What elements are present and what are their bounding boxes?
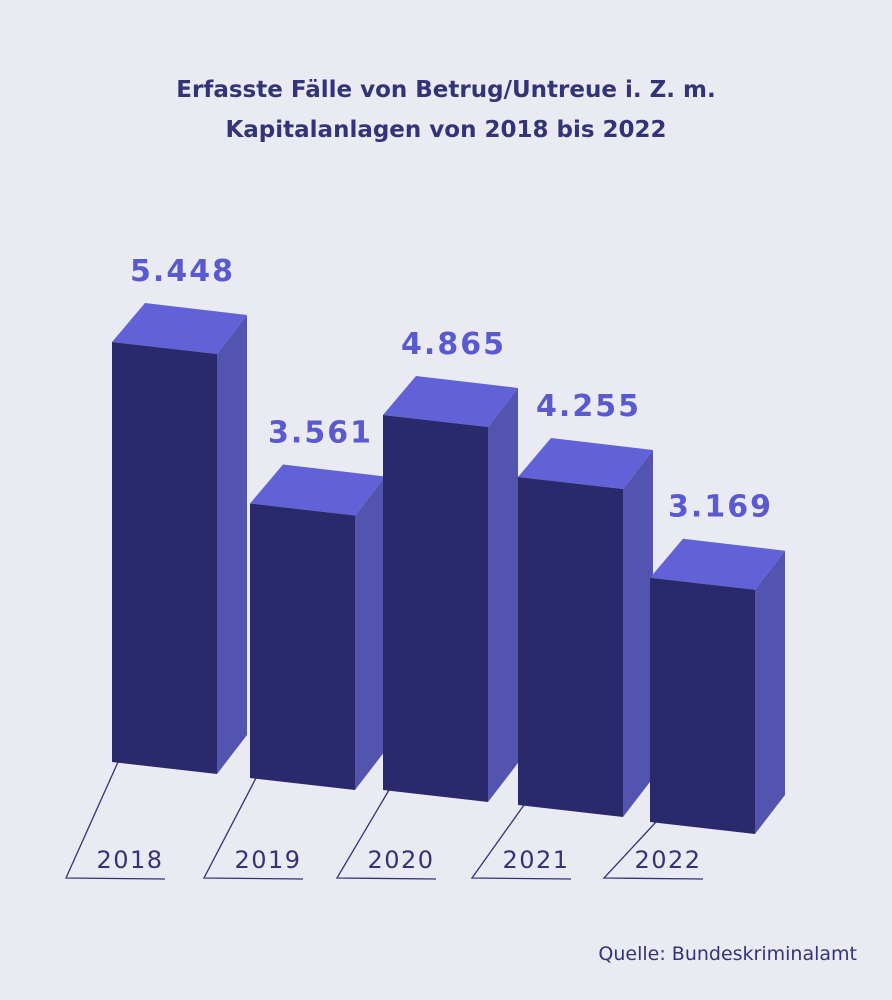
- value-label: 4.255: [536, 389, 641, 424]
- year-plate: [602, 821, 704, 880]
- bar-front: [650, 577, 755, 834]
- value-label: 4.865: [401, 327, 506, 362]
- bar-top: [518, 437, 653, 489]
- bar-top: [250, 464, 385, 516]
- bar-top: [383, 375, 518, 427]
- value-label: 3.561: [268, 415, 373, 450]
- year-plate: [202, 777, 304, 880]
- year-plate: [335, 789, 437, 880]
- value-label: 3.169: [668, 490, 773, 525]
- bar-front: [518, 476, 623, 817]
- bar-front: [383, 414, 488, 802]
- year-label: 2021: [502, 846, 569, 874]
- bar-side: [623, 449, 653, 817]
- bar-front: [112, 342, 217, 774]
- bar-side: [355, 476, 385, 790]
- source-note: Quelle: Bundeskriminalamt: [598, 943, 857, 965]
- bar-side: [217, 315, 247, 774]
- bar-front: [250, 503, 355, 790]
- year-label: 2020: [367, 846, 434, 874]
- year-label: 2019: [234, 846, 301, 874]
- chart-title-line-1: Erfasste Fälle von Betrug/Untreue i. Z. …: [176, 77, 716, 103]
- chart-title-line-2: Kapitalanlagen von 2018 bis 2022: [225, 117, 667, 143]
- value-label: 5.448: [130, 254, 235, 289]
- year-label: 2022: [634, 846, 701, 874]
- chart-title: Erfasste Fälle von Betrug/Untreue i. Z. …: [0, 70, 892, 150]
- bar-top: [650, 538, 785, 590]
- year-plate: [470, 804, 572, 880]
- year-label: 2018: [96, 846, 163, 874]
- bar-side: [488, 387, 518, 802]
- bar-top: [112, 303, 247, 354]
- year-plate: [65, 761, 166, 880]
- bar-side: [755, 550, 785, 834]
